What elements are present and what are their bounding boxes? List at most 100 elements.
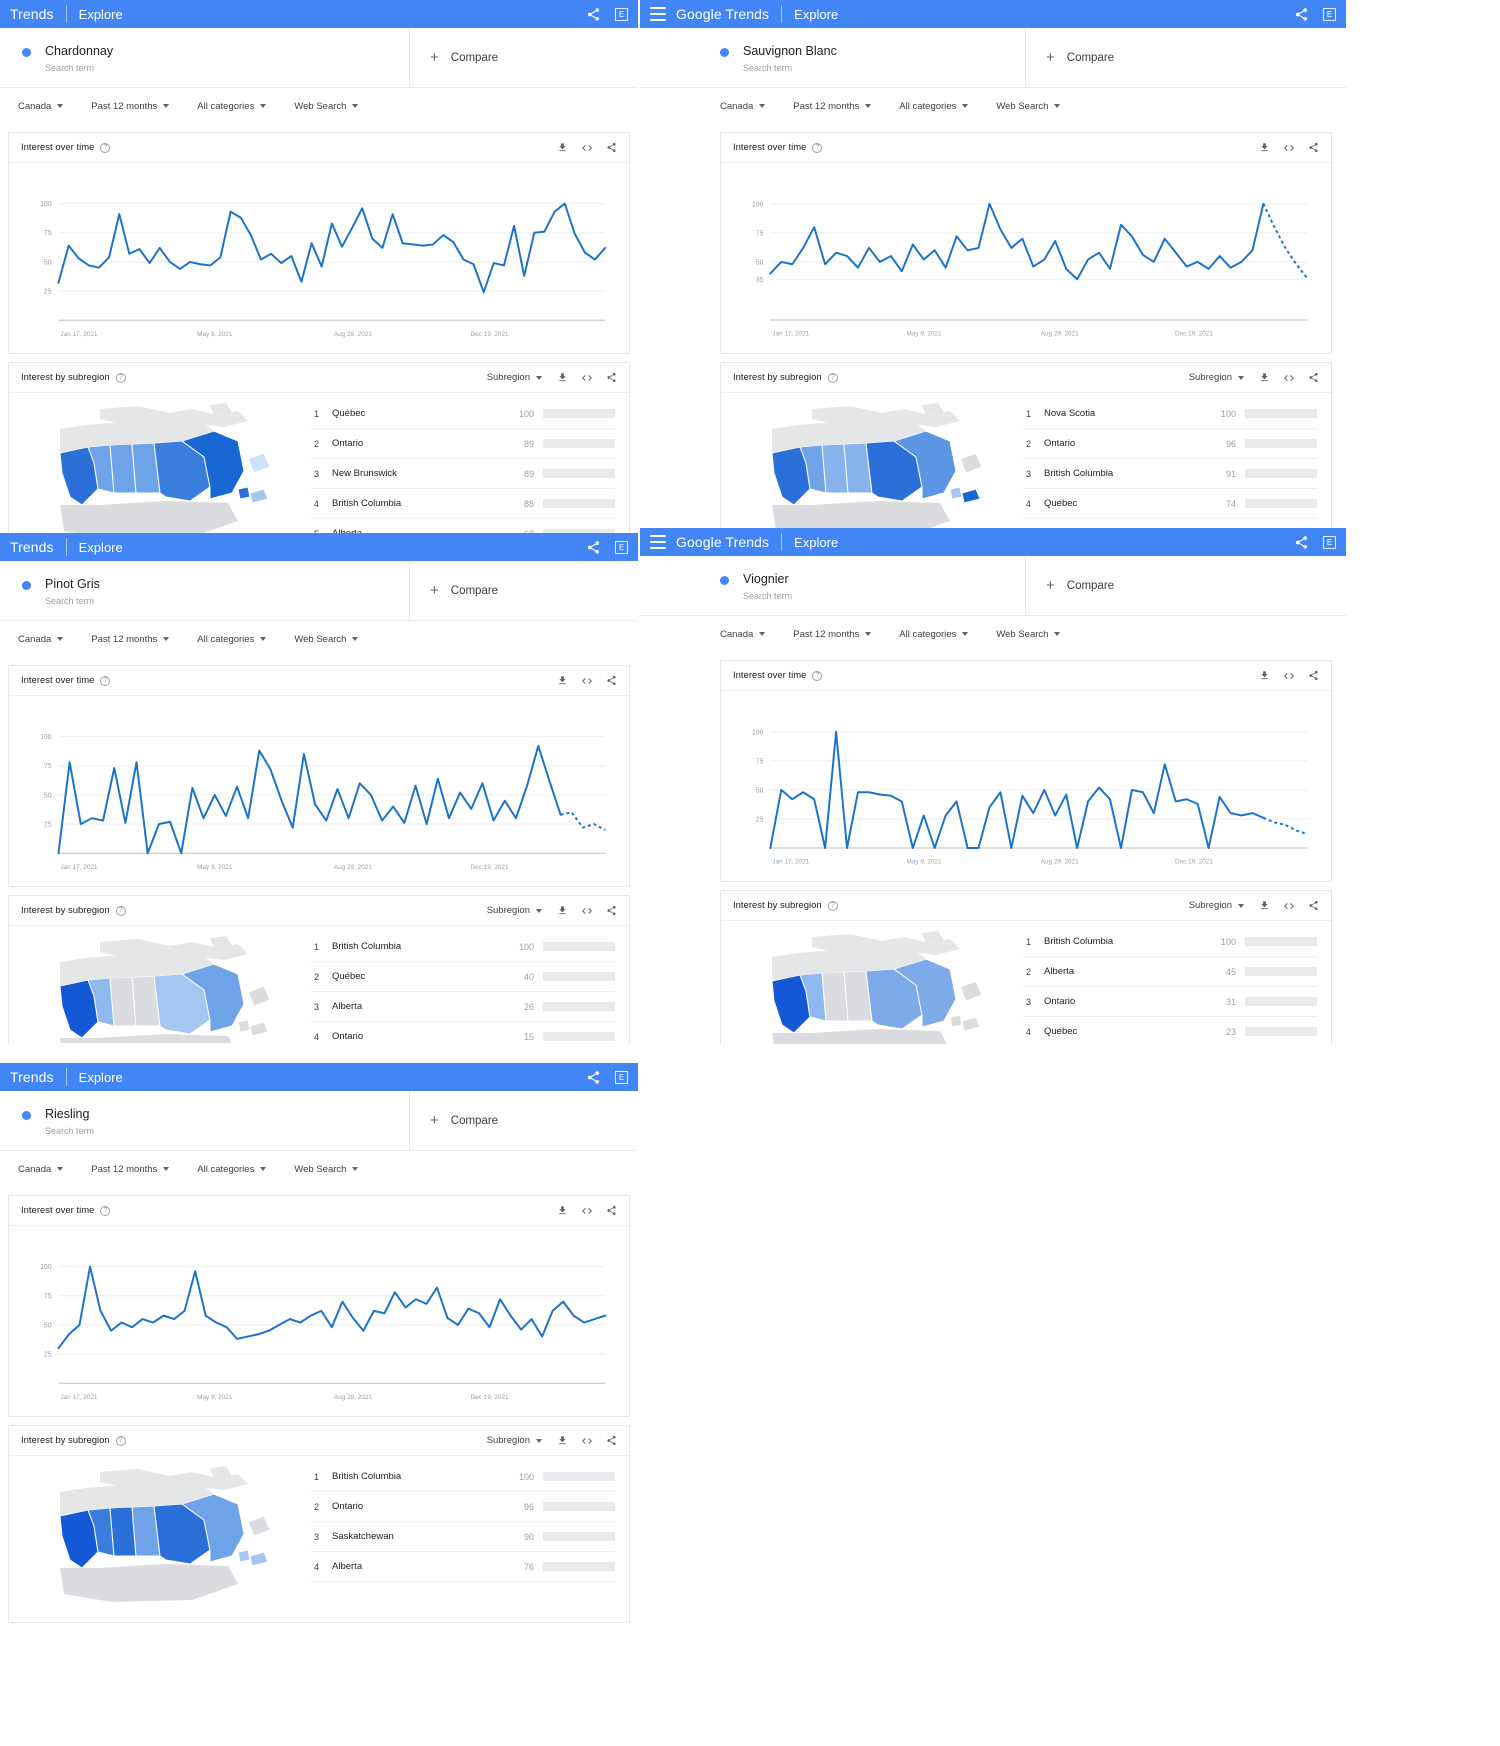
embed-code-icon[interactable] bbox=[1283, 900, 1295, 912]
table-row[interactable]: 2 Ontario 89 bbox=[310, 429, 615, 459]
filter-time[interactable]: Past 12 months bbox=[793, 101, 872, 112]
share-icon[interactable] bbox=[1308, 900, 1319, 911]
embed-code-icon[interactable] bbox=[581, 1205, 593, 1217]
embed-code-icon[interactable] bbox=[581, 142, 593, 154]
share-icon[interactable] bbox=[1294, 535, 1309, 550]
embed-code-icon[interactable] bbox=[1283, 142, 1295, 154]
explore-tab[interactable]: Explore bbox=[794, 6, 839, 22]
question-mark-icon[interactable]: ? bbox=[100, 1205, 111, 1216]
table-row[interactable]: 2 Québec 40 bbox=[310, 962, 615, 992]
embed-code-icon[interactable] bbox=[581, 675, 593, 687]
question-mark-icon[interactable]: ? bbox=[827, 900, 838, 911]
download-icon[interactable] bbox=[1259, 670, 1270, 681]
table-row[interactable]: 4 Québec 23 bbox=[1022, 1017, 1317, 1044]
subregion-selector[interactable]: Subregion bbox=[487, 1435, 542, 1446]
subregion-selector[interactable]: Subregion bbox=[1189, 372, 1244, 383]
table-row[interactable]: 2 Ontario 96 bbox=[310, 1492, 615, 1522]
share-icon[interactable] bbox=[1308, 372, 1319, 383]
share-icon[interactable] bbox=[606, 1205, 617, 1216]
table-row[interactable]: 1 Québec 100 bbox=[310, 399, 615, 429]
share-icon[interactable] bbox=[1294, 7, 1309, 22]
search-term-cell[interactable]: Chardonnay Search term bbox=[0, 28, 410, 87]
hamburger-icon[interactable] bbox=[650, 7, 666, 21]
canada-map[interactable] bbox=[9, 393, 304, 538]
embed-code-icon[interactable] bbox=[581, 372, 593, 384]
canada-map[interactable] bbox=[721, 921, 1016, 1044]
share-icon[interactable] bbox=[606, 372, 617, 383]
table-row[interactable]: 4 Ontario 15 bbox=[310, 1022, 615, 1043]
filter-location[interactable]: Canada bbox=[18, 101, 64, 112]
download-icon[interactable] bbox=[557, 905, 568, 916]
filter-time[interactable]: Past 12 months bbox=[793, 629, 872, 640]
account-badge[interactable]: E bbox=[615, 540, 628, 554]
embed-code-icon[interactable] bbox=[1283, 670, 1295, 682]
question-mark-icon[interactable]: ? bbox=[115, 1435, 126, 1446]
download-icon[interactable] bbox=[1259, 900, 1270, 911]
hamburger-icon[interactable] bbox=[650, 535, 666, 549]
canada-map[interactable] bbox=[9, 1456, 304, 1622]
share-icon[interactable] bbox=[606, 905, 617, 916]
share-icon[interactable] bbox=[1308, 670, 1319, 681]
subregion-selector[interactable]: Subregion bbox=[1189, 900, 1244, 911]
share-icon[interactable] bbox=[586, 540, 601, 555]
embed-code-icon[interactable] bbox=[581, 905, 593, 917]
filter-search-type[interactable]: Web Search bbox=[294, 1164, 359, 1175]
question-mark-icon[interactable]: ? bbox=[115, 372, 126, 383]
compare-button[interactable]: + Compare bbox=[410, 561, 638, 620]
filter-category[interactable]: All categories bbox=[899, 629, 969, 640]
filter-time[interactable]: Past 12 months bbox=[91, 634, 170, 645]
table-row[interactable]: 3 British Columbia 91 bbox=[1022, 459, 1317, 489]
filter-location[interactable]: Canada bbox=[18, 1164, 64, 1175]
filter-category[interactable]: All categories bbox=[197, 101, 267, 112]
embed-code-icon[interactable] bbox=[581, 1435, 593, 1447]
account-badge[interactable]: E bbox=[615, 1070, 628, 1084]
table-row[interactable]: 3 Saskatchewan 90 bbox=[310, 1522, 615, 1552]
download-icon[interactable] bbox=[1259, 372, 1270, 383]
account-badge[interactable]: E bbox=[615, 7, 628, 21]
share-icon[interactable] bbox=[586, 7, 601, 22]
explore-tab[interactable]: Explore bbox=[78, 1069, 123, 1085]
table-row[interactable]: 1 British Columbia 100 bbox=[1022, 927, 1317, 957]
table-row[interactable]: 3 New Brunswick 89 bbox=[310, 459, 615, 489]
question-mark-icon[interactable]: ? bbox=[812, 142, 823, 153]
table-row[interactable]: 3 Alberta 26 bbox=[310, 992, 615, 1022]
question-mark-icon[interactable]: ? bbox=[100, 675, 111, 686]
filter-category[interactable]: All categories bbox=[899, 101, 969, 112]
filter-location[interactable]: Canada bbox=[720, 629, 766, 640]
table-row[interactable]: 1 British Columbia 100 bbox=[310, 1462, 615, 1492]
search-term-cell[interactable]: Viognier Search term bbox=[640, 556, 1026, 615]
filter-time[interactable]: Past 12 months bbox=[91, 101, 170, 112]
share-icon[interactable] bbox=[586, 1070, 601, 1085]
explore-tab[interactable]: Explore bbox=[794, 534, 839, 550]
explore-tab[interactable]: Explore bbox=[78, 539, 123, 555]
download-icon[interactable] bbox=[557, 372, 568, 383]
download-icon[interactable] bbox=[557, 1205, 568, 1216]
download-icon[interactable] bbox=[557, 142, 568, 153]
table-row[interactable]: 1 British Columbia 100 bbox=[310, 932, 615, 962]
compare-button[interactable]: + Compare bbox=[1026, 28, 1346, 87]
canada-map[interactable] bbox=[721, 393, 1016, 531]
table-row[interactable]: 3 Ontario 31 bbox=[1022, 987, 1317, 1017]
question-mark-icon[interactable]: ? bbox=[812, 670, 823, 681]
search-term-cell[interactable]: Riesling Search term bbox=[0, 1091, 410, 1150]
share-icon[interactable] bbox=[606, 675, 617, 686]
filter-category[interactable]: All categories bbox=[197, 1164, 267, 1175]
question-mark-icon[interactable]: ? bbox=[100, 142, 111, 153]
table-row[interactable]: 4 Québec 74 bbox=[1022, 489, 1317, 519]
filter-search-type[interactable]: Web Search bbox=[996, 101, 1061, 112]
compare-button[interactable]: + Compare bbox=[410, 28, 638, 87]
share-icon[interactable] bbox=[606, 142, 617, 153]
filter-search-type[interactable]: Web Search bbox=[294, 101, 359, 112]
download-icon[interactable] bbox=[1259, 142, 1270, 153]
compare-button[interactable]: + Compare bbox=[410, 1091, 638, 1150]
subregion-selector[interactable]: Subregion bbox=[487, 905, 542, 916]
explore-tab[interactable]: Explore bbox=[78, 6, 123, 22]
download-icon[interactable] bbox=[557, 1435, 568, 1446]
filter-time[interactable]: Past 12 months bbox=[91, 1164, 170, 1175]
question-mark-icon[interactable]: ? bbox=[827, 372, 838, 383]
table-row[interactable]: 2 Ontario 96 bbox=[1022, 429, 1317, 459]
table-row[interactable]: 2 Alberta 45 bbox=[1022, 957, 1317, 987]
question-mark-icon[interactable]: ? bbox=[115, 905, 126, 916]
account-badge[interactable]: E bbox=[1323, 7, 1336, 21]
filter-category[interactable]: All categories bbox=[197, 634, 267, 645]
